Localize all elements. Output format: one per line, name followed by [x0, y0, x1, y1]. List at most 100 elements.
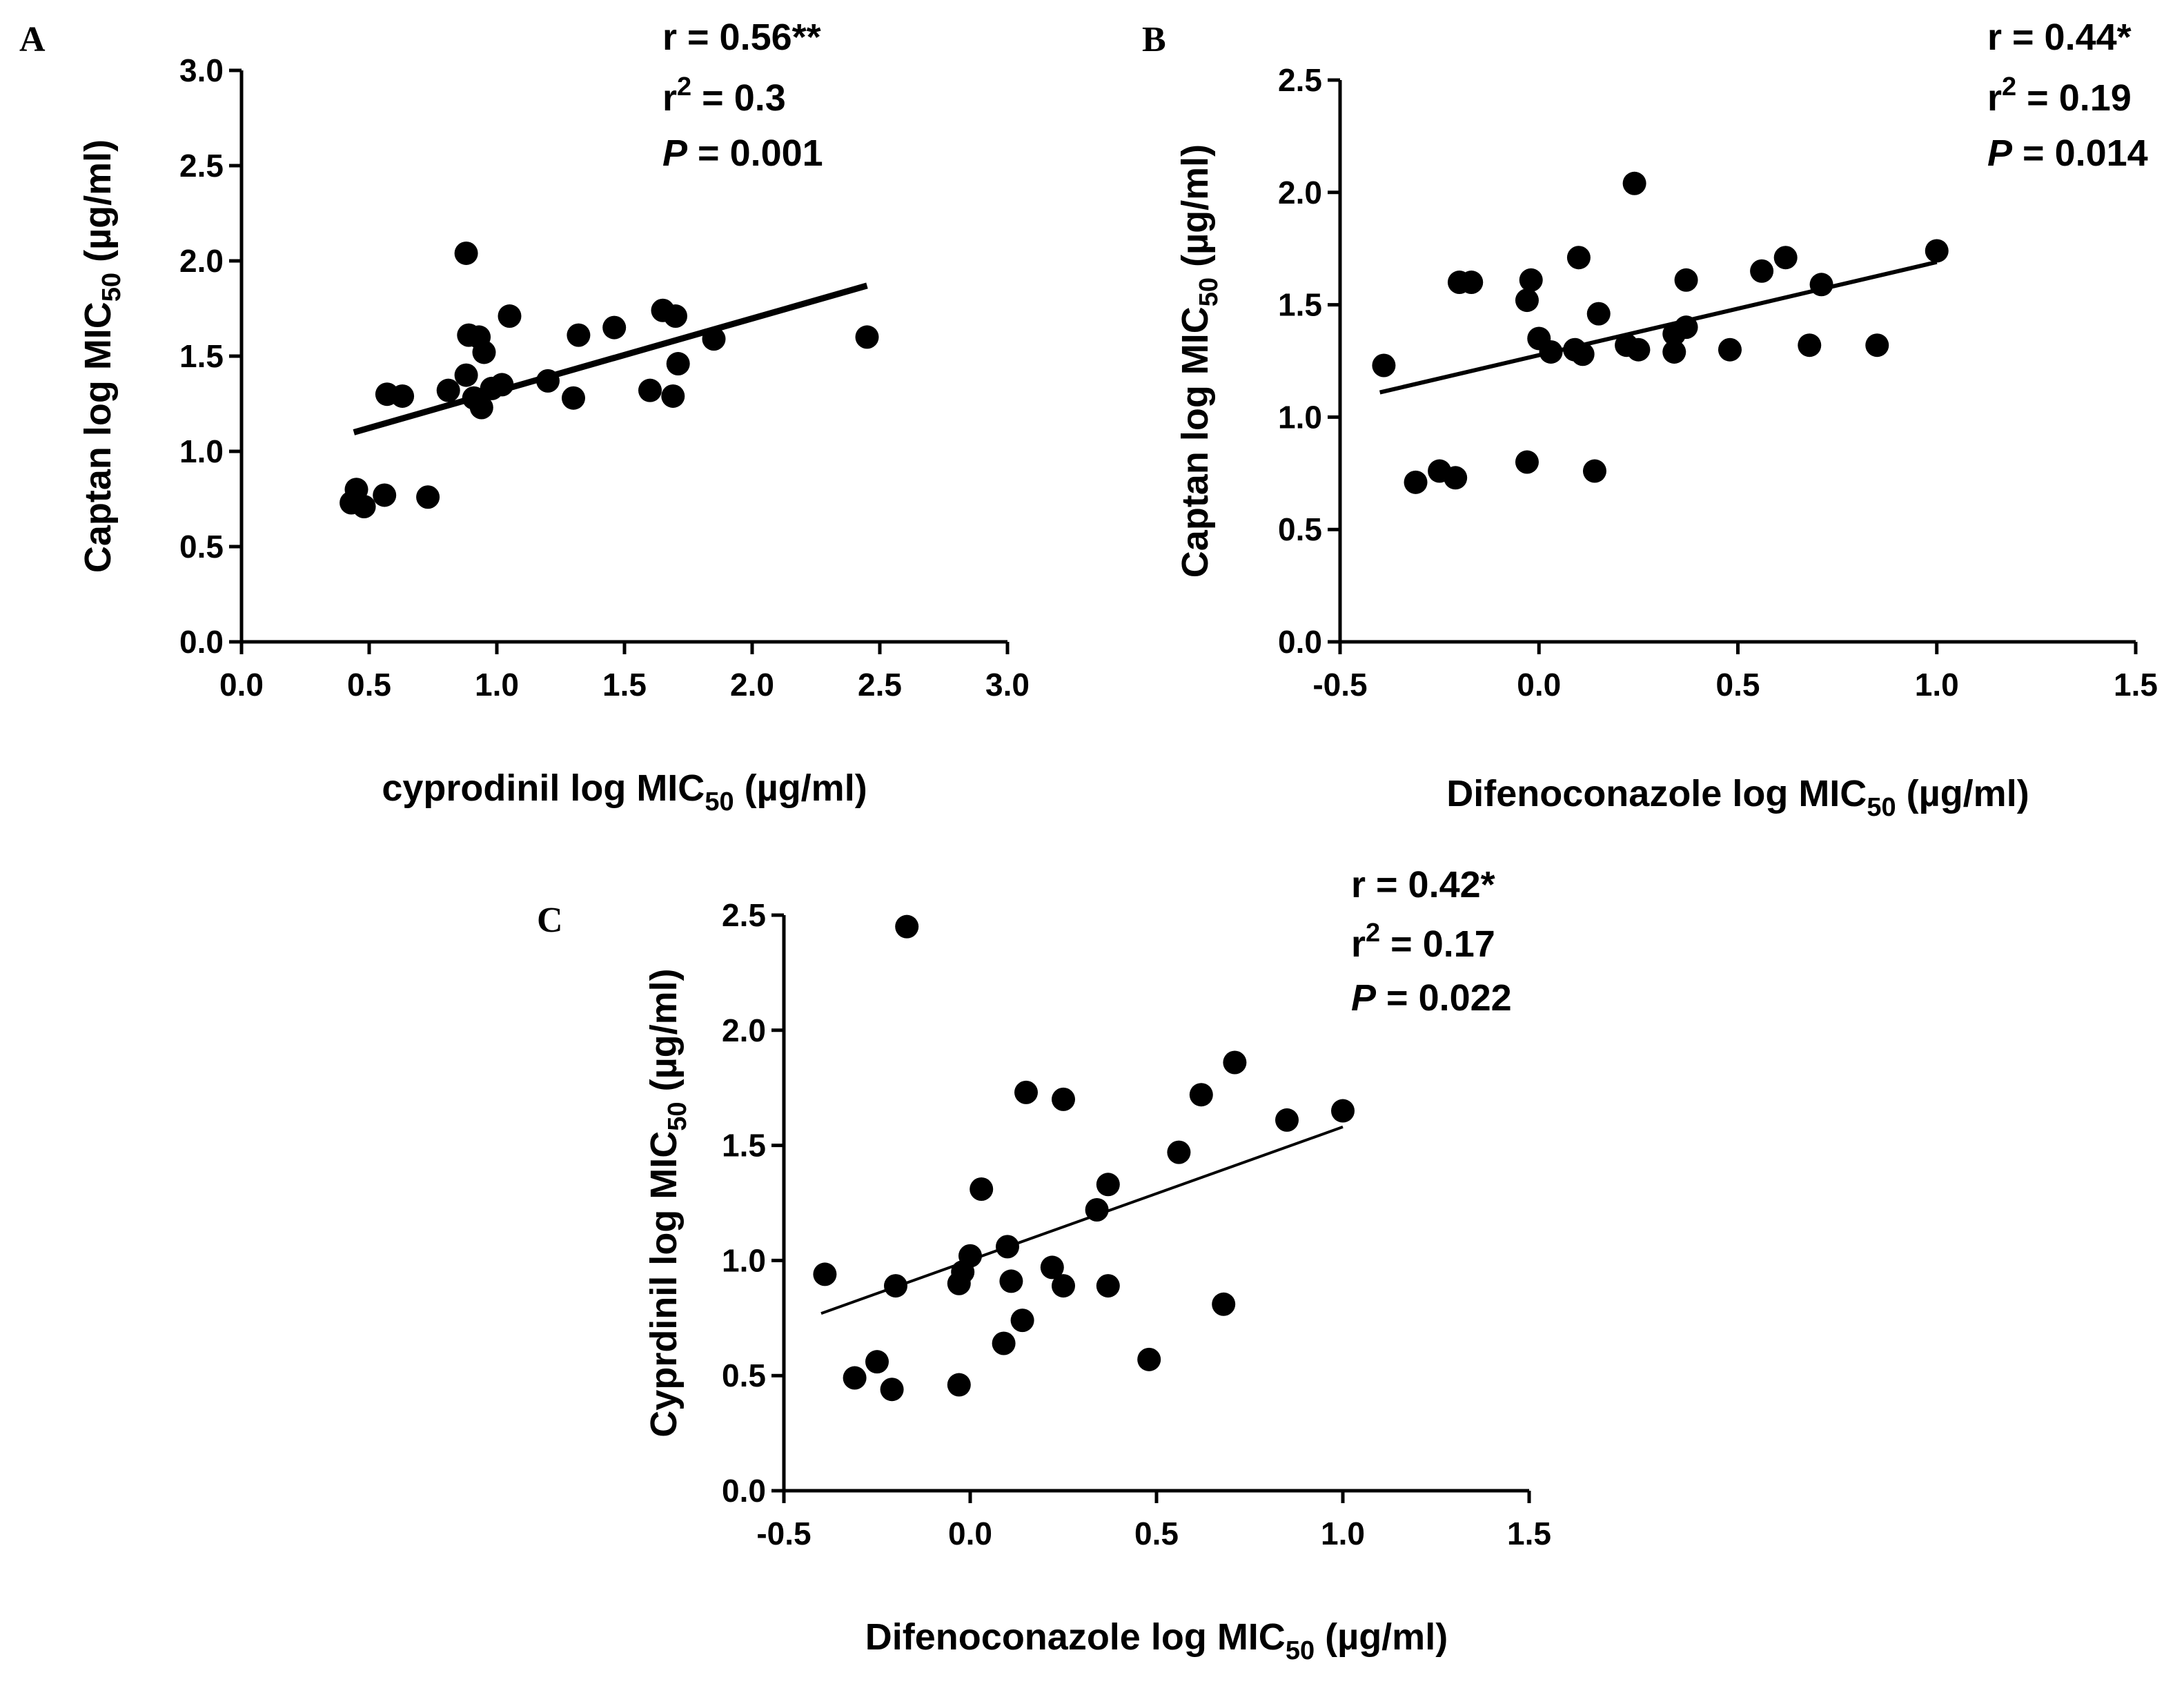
data-point	[1085, 1198, 1109, 1222]
x-tick-label: 0.5	[347, 667, 391, 703]
y-tick-label: 0.0	[1278, 624, 1322, 660]
stat-p-value: P = 0.022	[1351, 977, 1512, 1019]
data-point	[1798, 333, 1822, 357]
data-point	[813, 1262, 837, 1286]
data-point	[843, 1366, 867, 1390]
data-point	[1010, 1309, 1034, 1333]
y-tick-label: 2.5	[1278, 62, 1322, 98]
data-point	[1444, 466, 1468, 490]
panel-b: B -0.5 0.0 0.5 1.0 1.5 0.0 0.5 1.0 1.5 2.0 2.5 Difen…	[1142, 17, 2158, 822]
x-tick-label: -0.5	[1312, 667, 1367, 703]
data-point	[490, 373, 514, 397]
regression-line	[1379, 259, 1938, 395]
data-point	[416, 485, 440, 509]
stat-r-squared: r2 = 0.17	[1351, 919, 1495, 965]
data-point	[895, 914, 919, 939]
panel-letter: A	[19, 20, 46, 59]
data-point	[1052, 1087, 1075, 1111]
data-point	[1586, 302, 1611, 326]
data-point	[1212, 1292, 1236, 1316]
stat-r-squared: r2 = 0.3	[662, 72, 786, 119]
y-tick-label: 1.0	[1278, 399, 1322, 435]
data-point	[1539, 340, 1563, 364]
data-point	[1925, 239, 1949, 263]
x-tick-label: 0.0	[1517, 667, 1561, 703]
data-point	[1515, 450, 1539, 474]
y-axis-title: Captan log MIC50 (µg/ml)	[77, 139, 126, 573]
data-point	[992, 1331, 1016, 1355]
x-tick-label: 1.0	[1321, 1516, 1365, 1551]
x-tick-label: 1.0	[475, 667, 519, 703]
data-point	[391, 384, 415, 408]
data-point	[661, 384, 685, 408]
data-point	[1582, 459, 1606, 483]
y-tick-label: 2.5	[179, 148, 224, 184]
x-tick-label: 3.0	[985, 667, 1030, 703]
data-point	[352, 495, 376, 519]
regression-line	[820, 1126, 1344, 1315]
data-point	[1096, 1274, 1120, 1298]
data-point	[1718, 337, 1742, 362]
data-point	[1566, 246, 1591, 270]
y-tick-label: 0.5	[179, 529, 224, 565]
data-point	[1372, 353, 1396, 378]
data-point	[1662, 340, 1686, 364]
data-point	[469, 395, 493, 420]
data-point	[855, 325, 879, 349]
data-point	[702, 327, 726, 351]
data-point	[1331, 1099, 1355, 1123]
y-tick-label: 0.0	[179, 624, 224, 660]
x-tick-label: 1.0	[1915, 667, 1959, 703]
data-point	[1096, 1173, 1120, 1197]
data-point	[1223, 1050, 1247, 1075]
data-point	[1040, 1255, 1064, 1280]
data-point	[1809, 273, 1833, 297]
data-point	[567, 323, 591, 347]
y-tick-label: 0.0	[722, 1473, 766, 1509]
data-point	[1167, 1140, 1191, 1164]
data-point	[1404, 470, 1428, 494]
data-point	[1773, 246, 1798, 270]
y-axis-title: Cyprdinil log MIC50 (µg/ml)	[643, 968, 692, 1437]
x-tick-label: 0.0	[219, 667, 264, 703]
x-axis-title: Difenoconazole log MIC50 (µg/ml)	[865, 1616, 1448, 1665]
y-tick-label: 2.5	[722, 897, 766, 933]
x-tick-label: 1.5	[1507, 1516, 1551, 1551]
x-tick-label: 1.5	[602, 667, 647, 703]
stat-r: r = 0.56**	[662, 17, 821, 58]
regression-line	[353, 282, 868, 435]
stat-p-value: P = 0.014	[1987, 133, 2148, 174]
y-tick-label: 0.5	[722, 1358, 766, 1393]
data-point	[970, 1177, 994, 1201]
x-tick-label: 0.5	[1134, 1516, 1179, 1551]
data-point	[436, 378, 460, 402]
data-point	[1750, 259, 1774, 283]
y-axis-title: Captan log MIC50 (µg/ml)	[1174, 144, 1223, 578]
y-tick-label: 1.5	[179, 338, 224, 374]
y-tick-label: 1.0	[179, 433, 224, 469]
data-point	[958, 1244, 982, 1268]
data-point	[884, 1274, 907, 1298]
stat-r: r = 0.44*	[1987, 17, 2132, 58]
data-point	[1519, 268, 1543, 292]
data-point	[536, 369, 560, 393]
data-point	[1052, 1274, 1075, 1298]
data-point	[454, 363, 478, 387]
data-point	[638, 378, 662, 402]
data-point	[1515, 288, 1539, 313]
data-point	[999, 1269, 1023, 1293]
data-point	[1275, 1108, 1299, 1132]
data-point	[666, 352, 690, 376]
x-axis-title: cyprodinil log MIC50 (µg/ml)	[382, 767, 867, 816]
data-point	[498, 304, 522, 329]
data-point	[373, 483, 397, 507]
data-point	[1865, 333, 1889, 357]
data-point	[472, 340, 496, 364]
x-tick-label: 0.0	[948, 1516, 992, 1551]
data-point	[1014, 1080, 1038, 1104]
data-point	[454, 241, 478, 265]
data-point	[1626, 337, 1651, 362]
data-point	[1189, 1083, 1213, 1107]
x-tick-label: 2.5	[858, 667, 902, 703]
panel-letter: C	[537, 901, 563, 940]
